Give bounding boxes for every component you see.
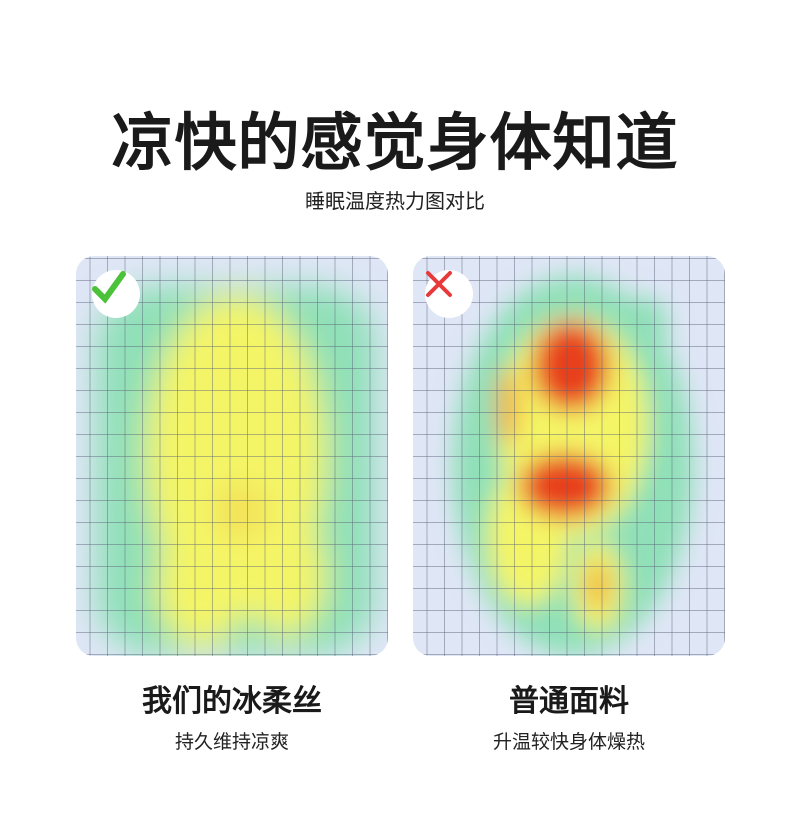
regular-fabric-subtitle: 升温较快身体燥热 xyxy=(492,731,645,753)
grid-overlay xyxy=(413,256,725,656)
grid-overlay xyxy=(76,256,388,656)
page-title: 凉快的感觉身体知道 xyxy=(111,106,679,179)
page-subtitle: 睡眠温度热力图对比 xyxy=(305,189,485,213)
heat-zone-orange xyxy=(496,366,520,446)
cross-badge xyxy=(425,270,473,318)
cross-icon xyxy=(426,271,452,297)
heat-zone-red xyxy=(533,321,609,411)
heatmap-image xyxy=(96,286,376,656)
heat-zone-yellow xyxy=(246,516,326,636)
heat-zone-orange xyxy=(586,561,610,611)
heat-zone-green xyxy=(618,296,668,356)
heat-zone-red xyxy=(520,454,610,518)
ice-silk-subtitle: 持久维持凉爽 xyxy=(174,731,289,753)
heatmap-regular-fabric xyxy=(413,256,725,656)
checkmark-icon xyxy=(92,271,126,304)
regular-fabric-title: 普通面料 xyxy=(509,684,629,719)
heat-zone-warm xyxy=(216,486,266,536)
checkmark-badge xyxy=(92,270,140,318)
heatmap-image xyxy=(453,276,693,656)
heatmap-ice-silk xyxy=(76,256,388,656)
heat-zone-yellow xyxy=(156,526,246,646)
ice-silk-title: 我们的冰柔丝 xyxy=(142,684,322,719)
